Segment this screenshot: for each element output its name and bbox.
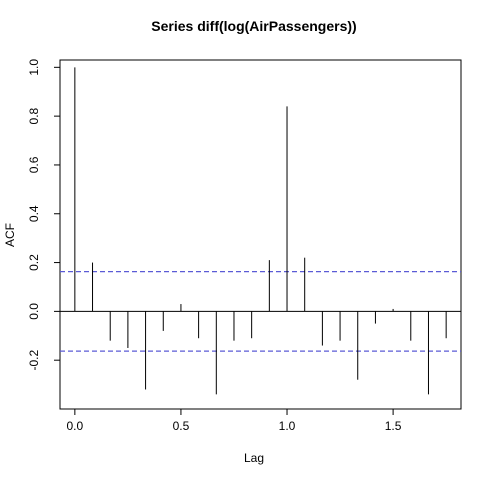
x-axis: 0.0 0.5 1.0 1.5: [67, 409, 402, 433]
x-tick-label: 0.0: [67, 419, 84, 433]
y-tick-label: 0.0: [27, 303, 41, 320]
x-axis-label: Lag: [244, 451, 264, 465]
chart-title: Series diff(log(AirPassengers)): [151, 18, 356, 34]
y-axis-label: ACF: [3, 223, 17, 247]
y-tick-label: 1.0: [27, 59, 41, 76]
x-tick-label: 0.5: [173, 419, 190, 433]
y-tick-label: 0.8: [27, 107, 41, 124]
y-tick-label: 0.4: [27, 205, 41, 222]
acf-spikes: [74, 67, 447, 395]
y-tick-label: 0.2: [27, 254, 41, 271]
y-tick-label: -0.2: [27, 350, 41, 371]
x-tick-label: 1.0: [279, 419, 296, 433]
confidence-bounds: [60, 270, 461, 352]
x-tick-label: 1.5: [385, 419, 402, 433]
y-axis: -0.2 0.0 0.2 0.4 0.6 0.8 1.0: [27, 59, 60, 371]
y-tick-label: 0.6: [27, 156, 41, 173]
plot-frame: [59, 59, 462, 410]
